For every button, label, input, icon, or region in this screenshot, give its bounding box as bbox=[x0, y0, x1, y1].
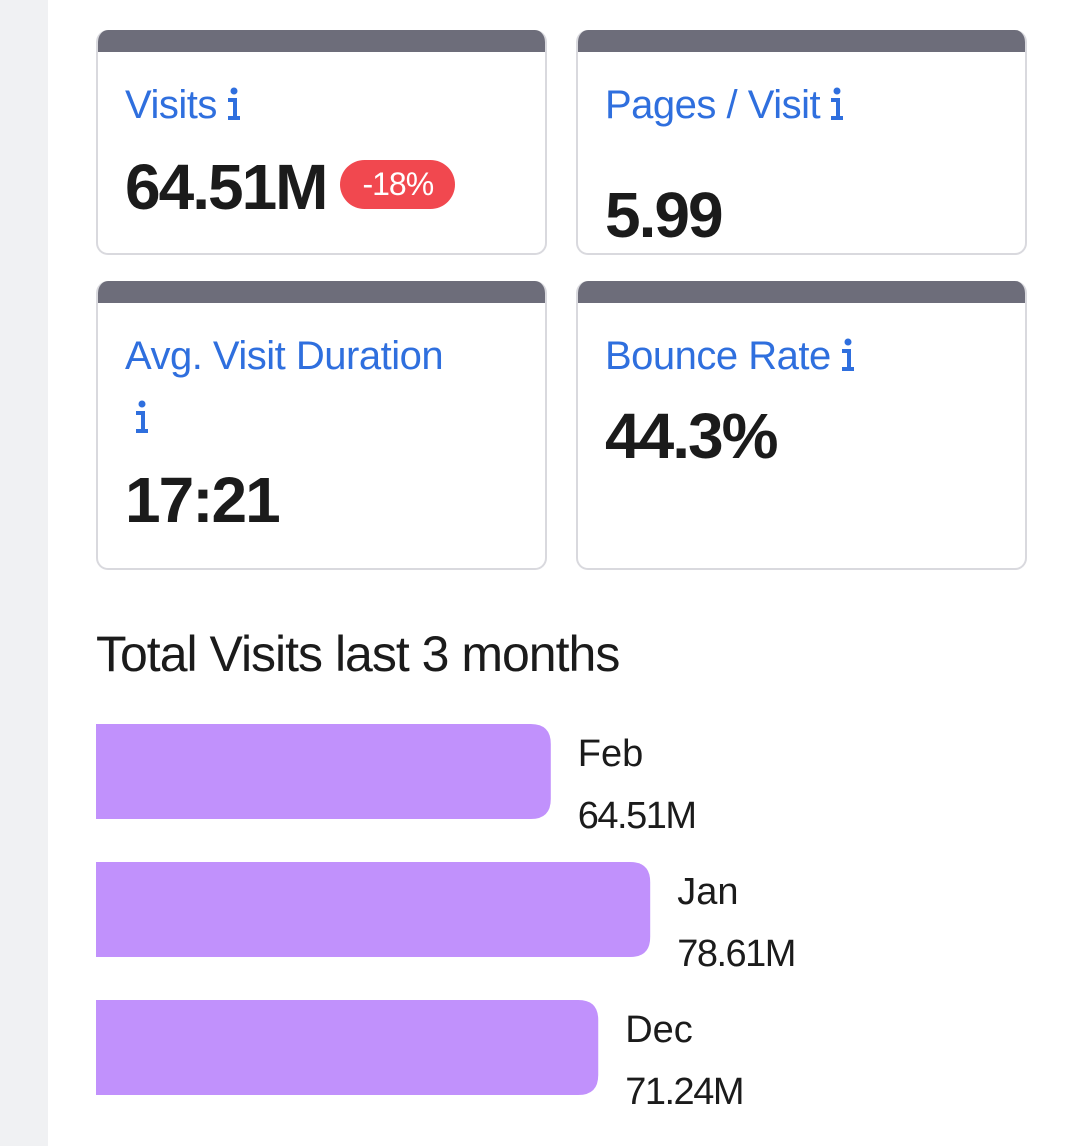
info-icon[interactable] bbox=[133, 399, 149, 435]
side-strip bbox=[0, 0, 48, 1146]
card-title: Bounce Rate bbox=[605, 325, 945, 387]
metric-card: Visits 64.51M -18% bbox=[96, 30, 547, 255]
card-title: Avg. Visit Duration bbox=[125, 325, 465, 449]
card-band bbox=[98, 281, 545, 303]
card-title: Pages / Visit bbox=[605, 74, 945, 136]
bar bbox=[96, 862, 651, 957]
value-label: 64.51M bbox=[578, 795, 696, 837]
info-icon[interactable] bbox=[225, 86, 241, 122]
metric-card: Bounce Rate 44.3% bbox=[576, 281, 1027, 570]
card-value: 5.99 bbox=[605, 179, 724, 251]
card-title-text: Avg. Visit Duration bbox=[125, 334, 444, 378]
value-label: 78.61M bbox=[677, 933, 795, 975]
card-band bbox=[578, 30, 1025, 52]
card-band bbox=[98, 30, 545, 52]
info-icon[interactable] bbox=[828, 86, 844, 122]
card-value-text: 64.51M bbox=[125, 151, 328, 223]
card-value: 17:21 bbox=[125, 464, 281, 536]
change-badge: -18% bbox=[340, 160, 456, 209]
card-band bbox=[578, 281, 1025, 303]
chart: Total Visits last 3 months Feb 64.51M Jan 7… bbox=[96, 626, 796, 1113]
chart-title: Total Visits last 3 months bbox=[96, 626, 619, 682]
metric-card: Avg. Visit Duration 17:21 bbox=[96, 281, 547, 570]
bar bbox=[96, 1000, 599, 1095]
card-title-text: Visits bbox=[125, 83, 217, 127]
category-label: Feb bbox=[578, 733, 643, 775]
info-icon[interactable] bbox=[839, 337, 855, 373]
category-label: Dec bbox=[625, 1009, 693, 1051]
card-value: 44.3% bbox=[605, 400, 778, 472]
metric-card: Pages / Visit 5.99 bbox=[576, 30, 1027, 255]
bar bbox=[96, 724, 551, 819]
card-title-text: Pages / Visit bbox=[605, 83, 821, 127]
category-label: Jan bbox=[677, 871, 738, 913]
card-value: 64.51M -18% bbox=[125, 150, 456, 224]
value-label: 71.24M bbox=[625, 1071, 743, 1113]
card-title: Visits bbox=[125, 74, 465, 136]
card-title-text: Bounce Rate bbox=[605, 334, 831, 378]
